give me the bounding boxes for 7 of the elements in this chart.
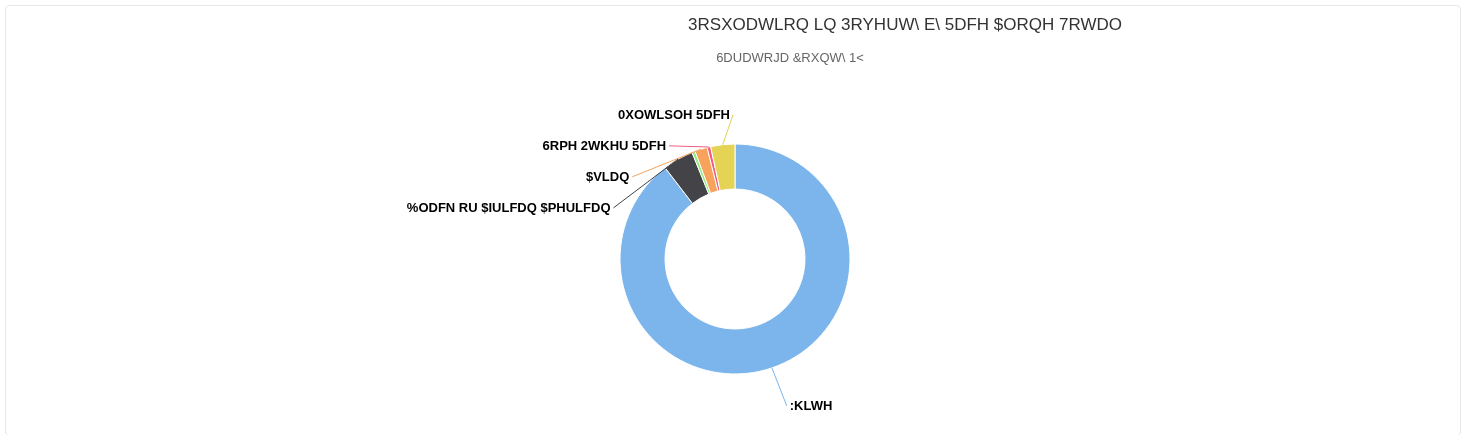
slice-label: $VLDQ <box>585 168 630 184</box>
slice-label: :KLWH <box>789 397 833 413</box>
text: 3RSXODWLRQ LQ 3RYHUW\ E\ 5DFH $ORQH 7RWDO <box>688 15 1122 34</box>
chart-subtitle: 6DUDWRJD &RXQW\ 1< <box>716 50 864 65</box>
slice-label: 6RPH 2WKHU 5DFH <box>542 137 667 153</box>
slice-label: %ODFN RU $IULFDQ $PHULFDQ <box>406 199 611 215</box>
slice-label: 0XOWLSOH 5DFH <box>618 106 730 122</box>
